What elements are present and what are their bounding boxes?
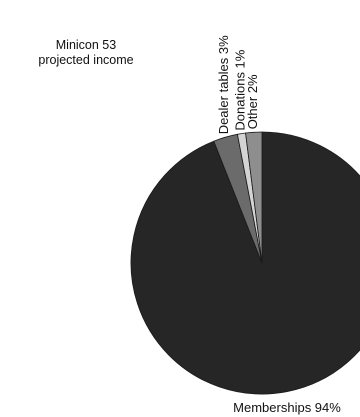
pie-slices: [130, 131, 360, 395]
chart-title-line-2: projected income: [38, 53, 133, 67]
pie-label-donations: Donations 1%: [232, 49, 247, 130]
pie-slice-memberships: [130, 131, 360, 395]
pie-label-dealer-tables: Dealer tables 3%: [216, 35, 231, 134]
pie-label-other: Other 2%: [245, 74, 260, 129]
pie-label-memberships: Memberships 94%: [233, 400, 341, 415]
chart-title-line-1: Minicon 53: [56, 38, 116, 52]
pie-slice-other: [245, 131, 263, 264]
pie-labels: Memberships 94% Dealer tables 3% Donations…: [216, 35, 341, 415]
